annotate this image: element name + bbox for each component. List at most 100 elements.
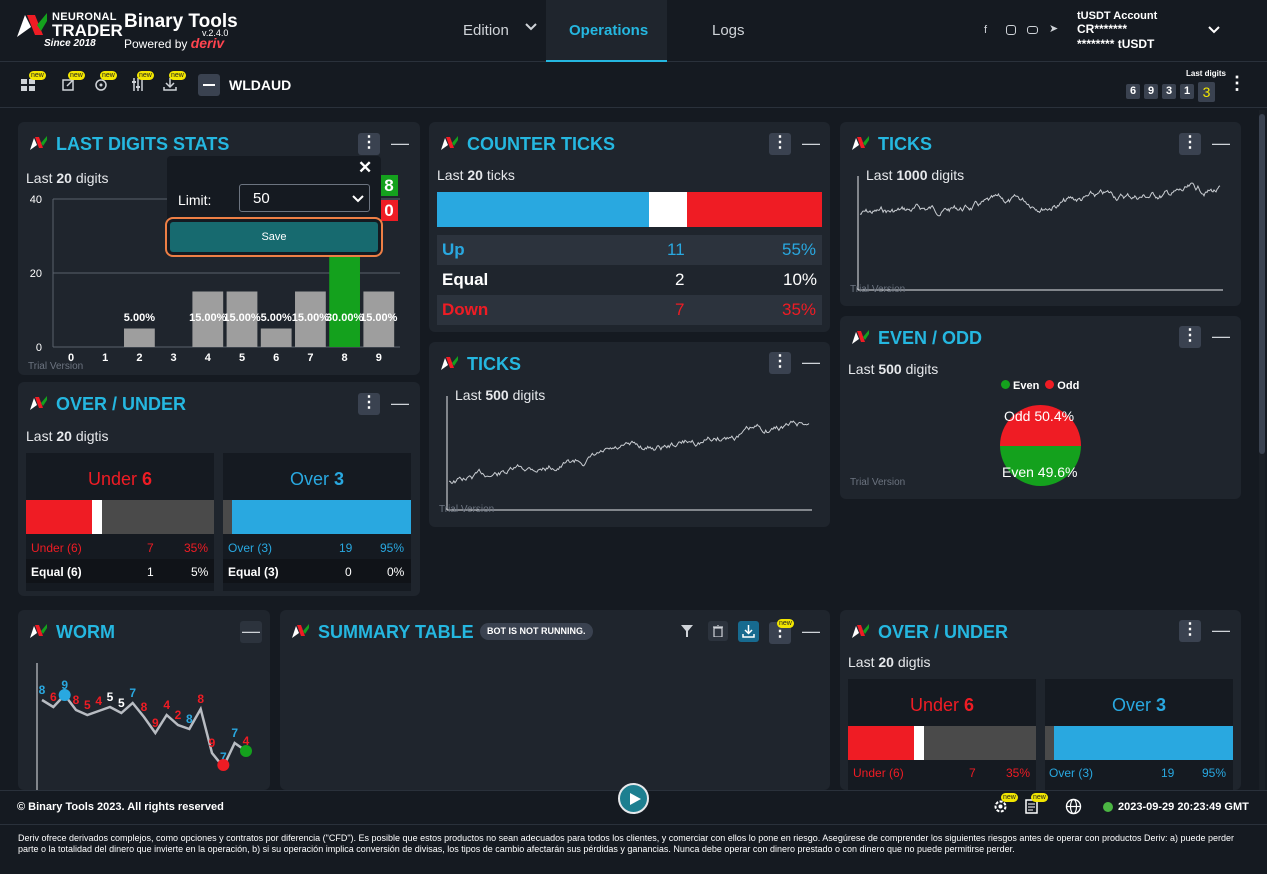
ticks-500-line-chart [446, 396, 812, 511]
bar-data-label: 5.00% [124, 312, 155, 324]
panel-menu-button[interactable]: ⋮ [1179, 326, 1201, 348]
panel-minimize-button[interactable]: — [802, 621, 820, 641]
even-odd-panel: EVEN / ODD ⋮ — Last 500 digits Even Odd … [840, 316, 1241, 499]
new-badge: new [29, 71, 46, 80]
ticks-500-panel: TICKS ⋮ — Last 500 digits Trial Version [429, 342, 830, 527]
panel-title: EVEN / ODD [878, 328, 983, 348]
worm-digit-label: 5 [107, 690, 114, 704]
nav-edition[interactable]: Edition [463, 22, 509, 39]
more-vertical-icon[interactable]: ⋮ [1228, 73, 1246, 93]
panel-menu-button[interactable]: ⋮ [1179, 620, 1201, 642]
sliders-icon[interactable]: new [131, 71, 154, 91]
globe-icon[interactable] [1065, 798, 1082, 815]
bar-data-label: 15.00% [223, 312, 261, 324]
panel-menu-button[interactable]: ⋮ [769, 352, 791, 374]
download-icon [742, 625, 755, 638]
panel-menu-button[interactable]: ⋮ [358, 133, 380, 155]
panel-title: WORM [56, 622, 115, 642]
panel-menu-button[interactable]: ⋮ [1179, 133, 1201, 155]
settings-icon[interactable]: new [993, 793, 1018, 814]
panel-menu-button[interactable]: ⋮ [769, 133, 791, 155]
panel-subtitle: Last 500 digits [455, 387, 546, 403]
panel-logo-icon [852, 136, 869, 150]
last-digits-strip: 6 9 3 1 3 [1126, 82, 1215, 102]
page-scrollbar[interactable] [1259, 110, 1265, 790]
nav-logs[interactable]: Logs [712, 22, 745, 39]
notes-icon[interactable]: new [1025, 793, 1048, 814]
under-equal-fill [913, 726, 924, 760]
panel-minimize-button[interactable]: — [1212, 326, 1230, 346]
last-digit: 6 [1126, 84, 1140, 99]
restore-icon[interactable]: new [94, 71, 117, 91]
counter-row-down: Down 7 35% [437, 295, 822, 325]
run-bot-button[interactable] [618, 783, 649, 814]
panel-minimize-button[interactable]: — [802, 352, 820, 372]
worm-min-marker [217, 759, 230, 771]
panel-subtitle: Last 500 digits [848, 361, 939, 377]
over-heading: Over 3 [289, 469, 345, 489]
download-icon[interactable]: new [163, 71, 186, 91]
edition-chevron-icon[interactable] [524, 20, 538, 37]
nav-operations-tab[interactable]: Operations [546, 0, 667, 62]
under-fill [848, 726, 914, 760]
worm-max-marker [58, 689, 71, 701]
most-frequent-digit-badge: 8 [380, 175, 398, 196]
neuronal-trader-logo[interactable]: NEURONAL TRADER Since 2018 [17, 10, 123, 52]
digit-bar [363, 291, 395, 347]
youtube-icon[interactable] [1027, 26, 1038, 34]
panel-minimize-button[interactable]: — [1212, 133, 1230, 153]
ticks-1000-panel: TICKS ⋮ — Last 1000 digits Trial Version [840, 122, 1241, 306]
trash-icon [713, 625, 723, 637]
panel-minimize-button[interactable]: — [391, 393, 409, 413]
odd-percentage-label: Odd 50.4% [1004, 408, 1075, 424]
edit-icon[interactable]: new [62, 71, 85, 91]
worm-digit-label: 8 [186, 712, 193, 726]
connection-status-icon [1103, 802, 1113, 812]
save-button[interactable]: Save [170, 222, 378, 252]
counter-row-up: Up 11 55% [437, 235, 822, 265]
under-row-count: 7 [147, 541, 154, 555]
up-segment [437, 192, 649, 227]
telegram-icon[interactable]: ➤ [1049, 23, 1059, 35]
delete-button[interactable] [708, 621, 728, 641]
facebook-icon[interactable]: f [984, 24, 988, 36]
panel-minimize-button[interactable]: — [391, 133, 409, 153]
close-icon[interactable]: ✕ [358, 158, 373, 177]
account-title: tUSDT Account [1077, 10, 1158, 22]
server-datetime: 2023-09-29 20:23:49 GMT [1118, 801, 1249, 813]
worm-digit-label: 8 [39, 683, 46, 697]
panel-minimize-button[interactable]: — [802, 133, 820, 153]
under-bar [848, 726, 1036, 760]
over-row-label: Over (3) [228, 541, 273, 555]
blocks-icon[interactable]: new [21, 71, 46, 91]
panel-title: LAST DIGITS STATS [56, 134, 230, 154]
over-row-pct: 95% [1202, 766, 1227, 780]
panel-subtitle: Last 20 digtis [26, 428, 109, 444]
filter-icon[interactable] [681, 625, 693, 637]
collapse-symbol-button[interactable] [198, 74, 220, 96]
panel-subtitle: Last 20 ticks [437, 167, 515, 183]
panel-title: OVER / UNDER [56, 394, 187, 414]
under-row-label: Under (6) [31, 541, 82, 555]
panel-minimize-button[interactable]: — [1212, 620, 1230, 640]
account-chevron-icon[interactable] [1207, 23, 1221, 42]
legend-even: Even [1001, 380, 1039, 392]
panel-subtitle: Last 1000 digits [866, 167, 965, 183]
scrollbar-thumb[interactable] [1259, 114, 1265, 454]
powered-by-label: Powered by deriv [124, 35, 225, 51]
instagram-icon[interactable] [1006, 25, 1016, 35]
limit-select[interactable]: 50 [239, 184, 370, 212]
download-button[interactable] [738, 621, 759, 642]
worm-digit-label: 5 [84, 698, 91, 712]
over-row-count: 19 [339, 541, 353, 555]
panel-title: TICKS [878, 134, 932, 154]
footer: © Binary Tools 2023. All rights reserved… [0, 783, 1267, 824]
bar-data-label: 15.00% [189, 312, 227, 324]
panel-minimize-button[interactable]: — [240, 621, 262, 643]
worm-digit-label: 8 [73, 693, 80, 707]
bar-data-label: 15.00% [292, 312, 330, 324]
panel-menu-button[interactable]: ⋮ [358, 393, 380, 415]
equal-segment [648, 192, 688, 227]
bot-status-badge: BOT IS NOT RUNNING. [480, 623, 593, 640]
nav-operations[interactable]: Operations [569, 22, 649, 39]
